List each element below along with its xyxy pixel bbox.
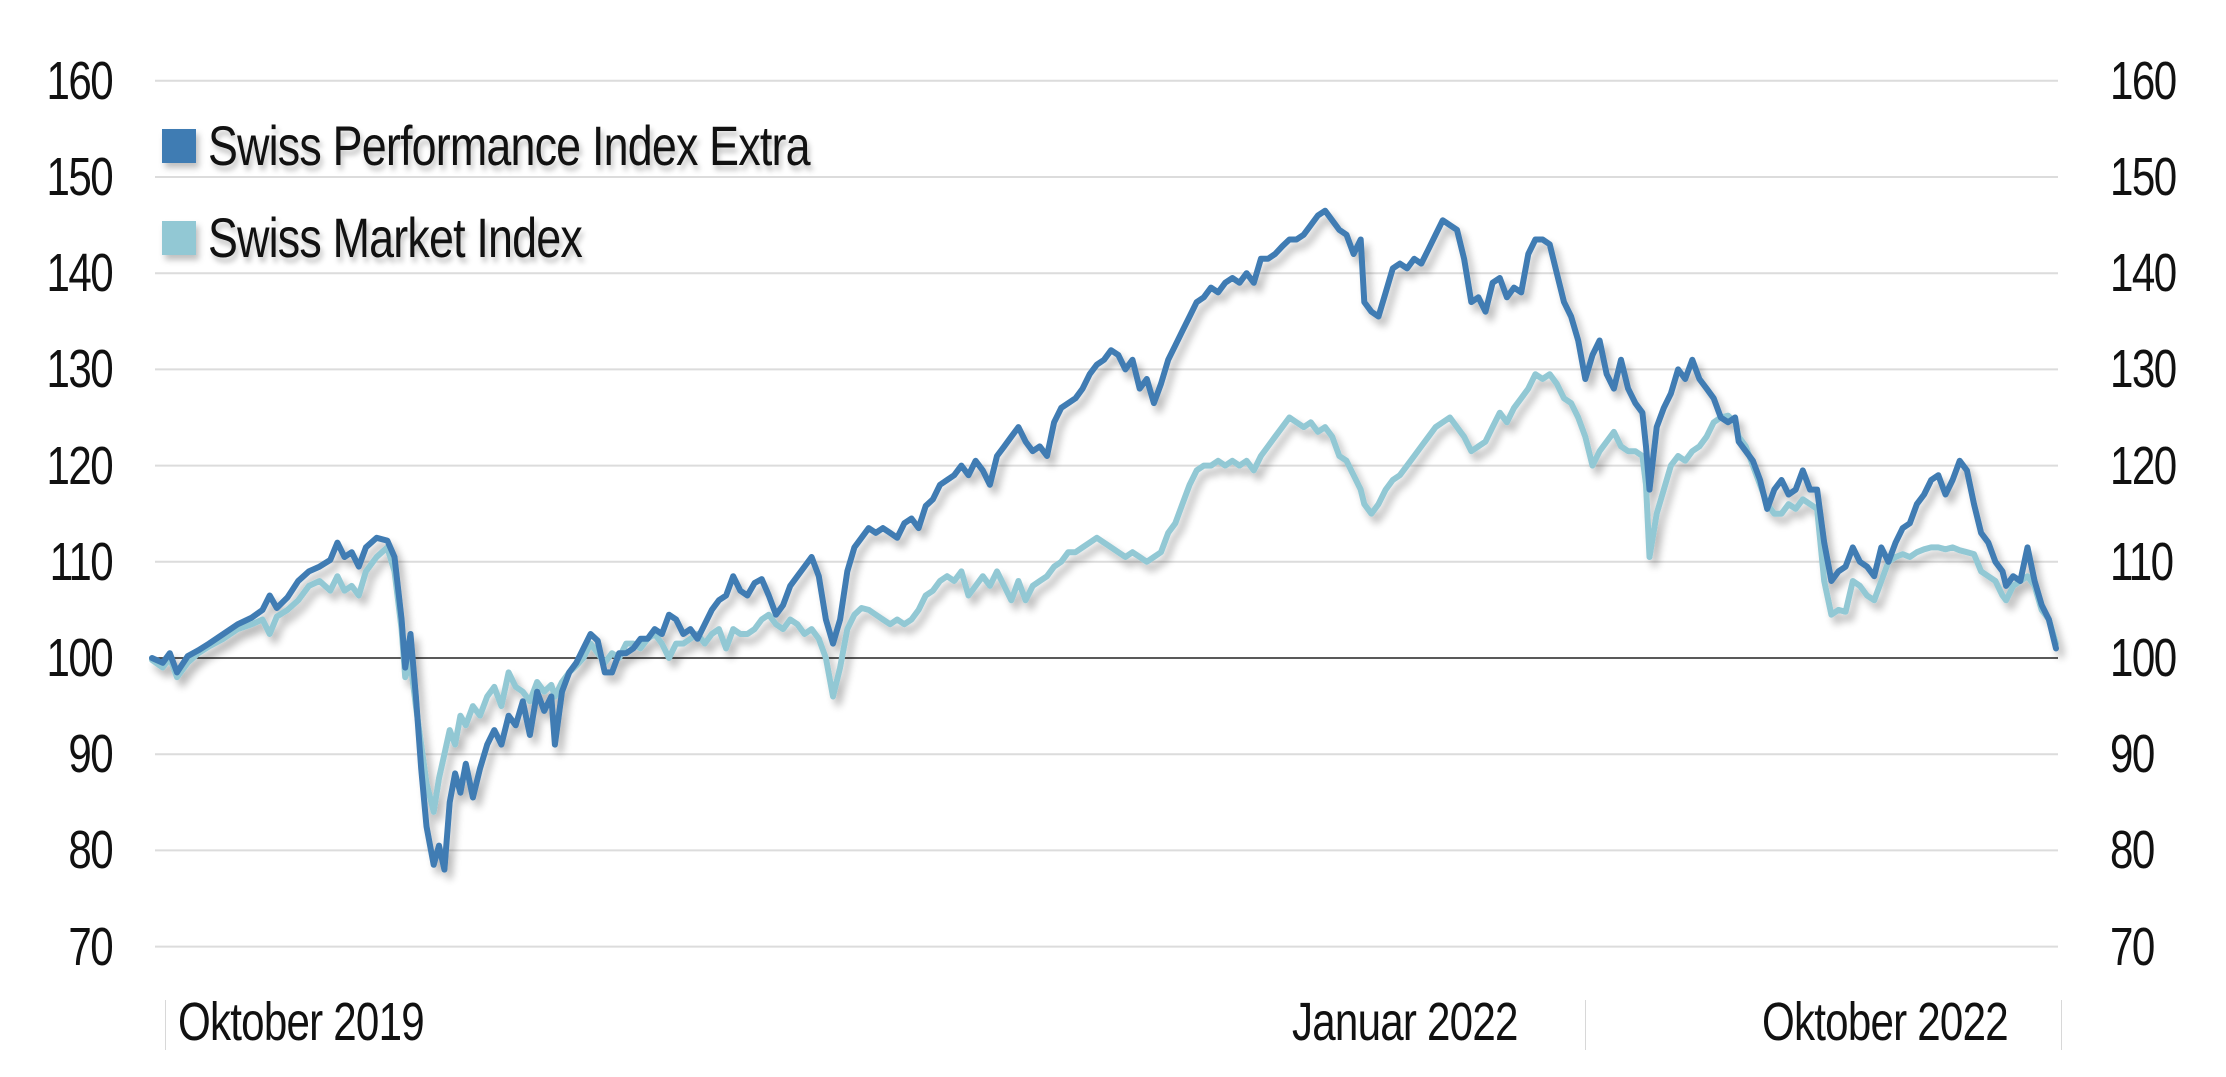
y-tick-label-left: 110 — [49, 531, 114, 592]
y-tick-label-left: 150 — [46, 147, 113, 207]
legend-label: Swiss Performance Index Extra — [208, 114, 811, 177]
legend-swatch-smi — [162, 221, 196, 255]
y-tick-label-right: 140 — [2110, 243, 2177, 304]
y-tick-label-right: 90 — [2110, 724, 2155, 785]
y-tick-label-left: 140 — [46, 243, 113, 304]
legend: Swiss Performance Index Extra Swiss Mark… — [162, 100, 960, 284]
y-tick-label-right: 120 — [2110, 435, 2177, 496]
x-tick-divider — [2061, 1000, 2062, 1050]
x-tick-label-oct-2019: Oktober 2019 — [178, 992, 425, 1052]
series-line-swiss-market-index — [149, 371, 2059, 815]
legend-item-spi-extra: Swiss Performance Index Extra — [162, 100, 960, 192]
legend-swatch-spi-extra — [162, 129, 196, 163]
series-layer — [149, 207, 2059, 873]
y-tick-label-right: 160 — [2110, 50, 2177, 111]
y-tick-label-left: 80 — [68, 820, 113, 881]
y-tick-label-left: 130 — [46, 339, 113, 400]
x-tick-label-jan-2022: Januar 2022 — [1292, 992, 1518, 1052]
y-tick-label-right: 110 — [2110, 531, 2174, 592]
y-tick-label-left: 120 — [46, 435, 113, 496]
gridlines — [155, 79, 2058, 948]
y-tick-label-left: 160 — [46, 50, 113, 111]
legend-label: Swiss Market Index — [208, 206, 583, 269]
y-tick-label-right: 150 — [2110, 147, 2177, 207]
y-tick-label-right: 130 — [2110, 339, 2177, 400]
x-tick-divider — [1585, 1000, 1586, 1050]
y-tick-label-left: 90 — [68, 724, 113, 785]
y-tick-label-left: 70 — [68, 916, 113, 977]
legend-item-smi: Swiss Market Index — [162, 192, 960, 284]
y-tick-label-left: 100 — [46, 628, 113, 688]
series-line-swiss-performance-index-extra — [149, 207, 2059, 873]
x-tick-divider — [165, 1000, 166, 1050]
y-tick-label-right: 70 — [2110, 916, 2155, 977]
y-tick-label-right: 100 — [2110, 628, 2177, 688]
y-tick-label-right: 80 — [2110, 820, 2155, 881]
x-tick-label-oct-2022: Oktober 2022 — [1762, 992, 2009, 1052]
